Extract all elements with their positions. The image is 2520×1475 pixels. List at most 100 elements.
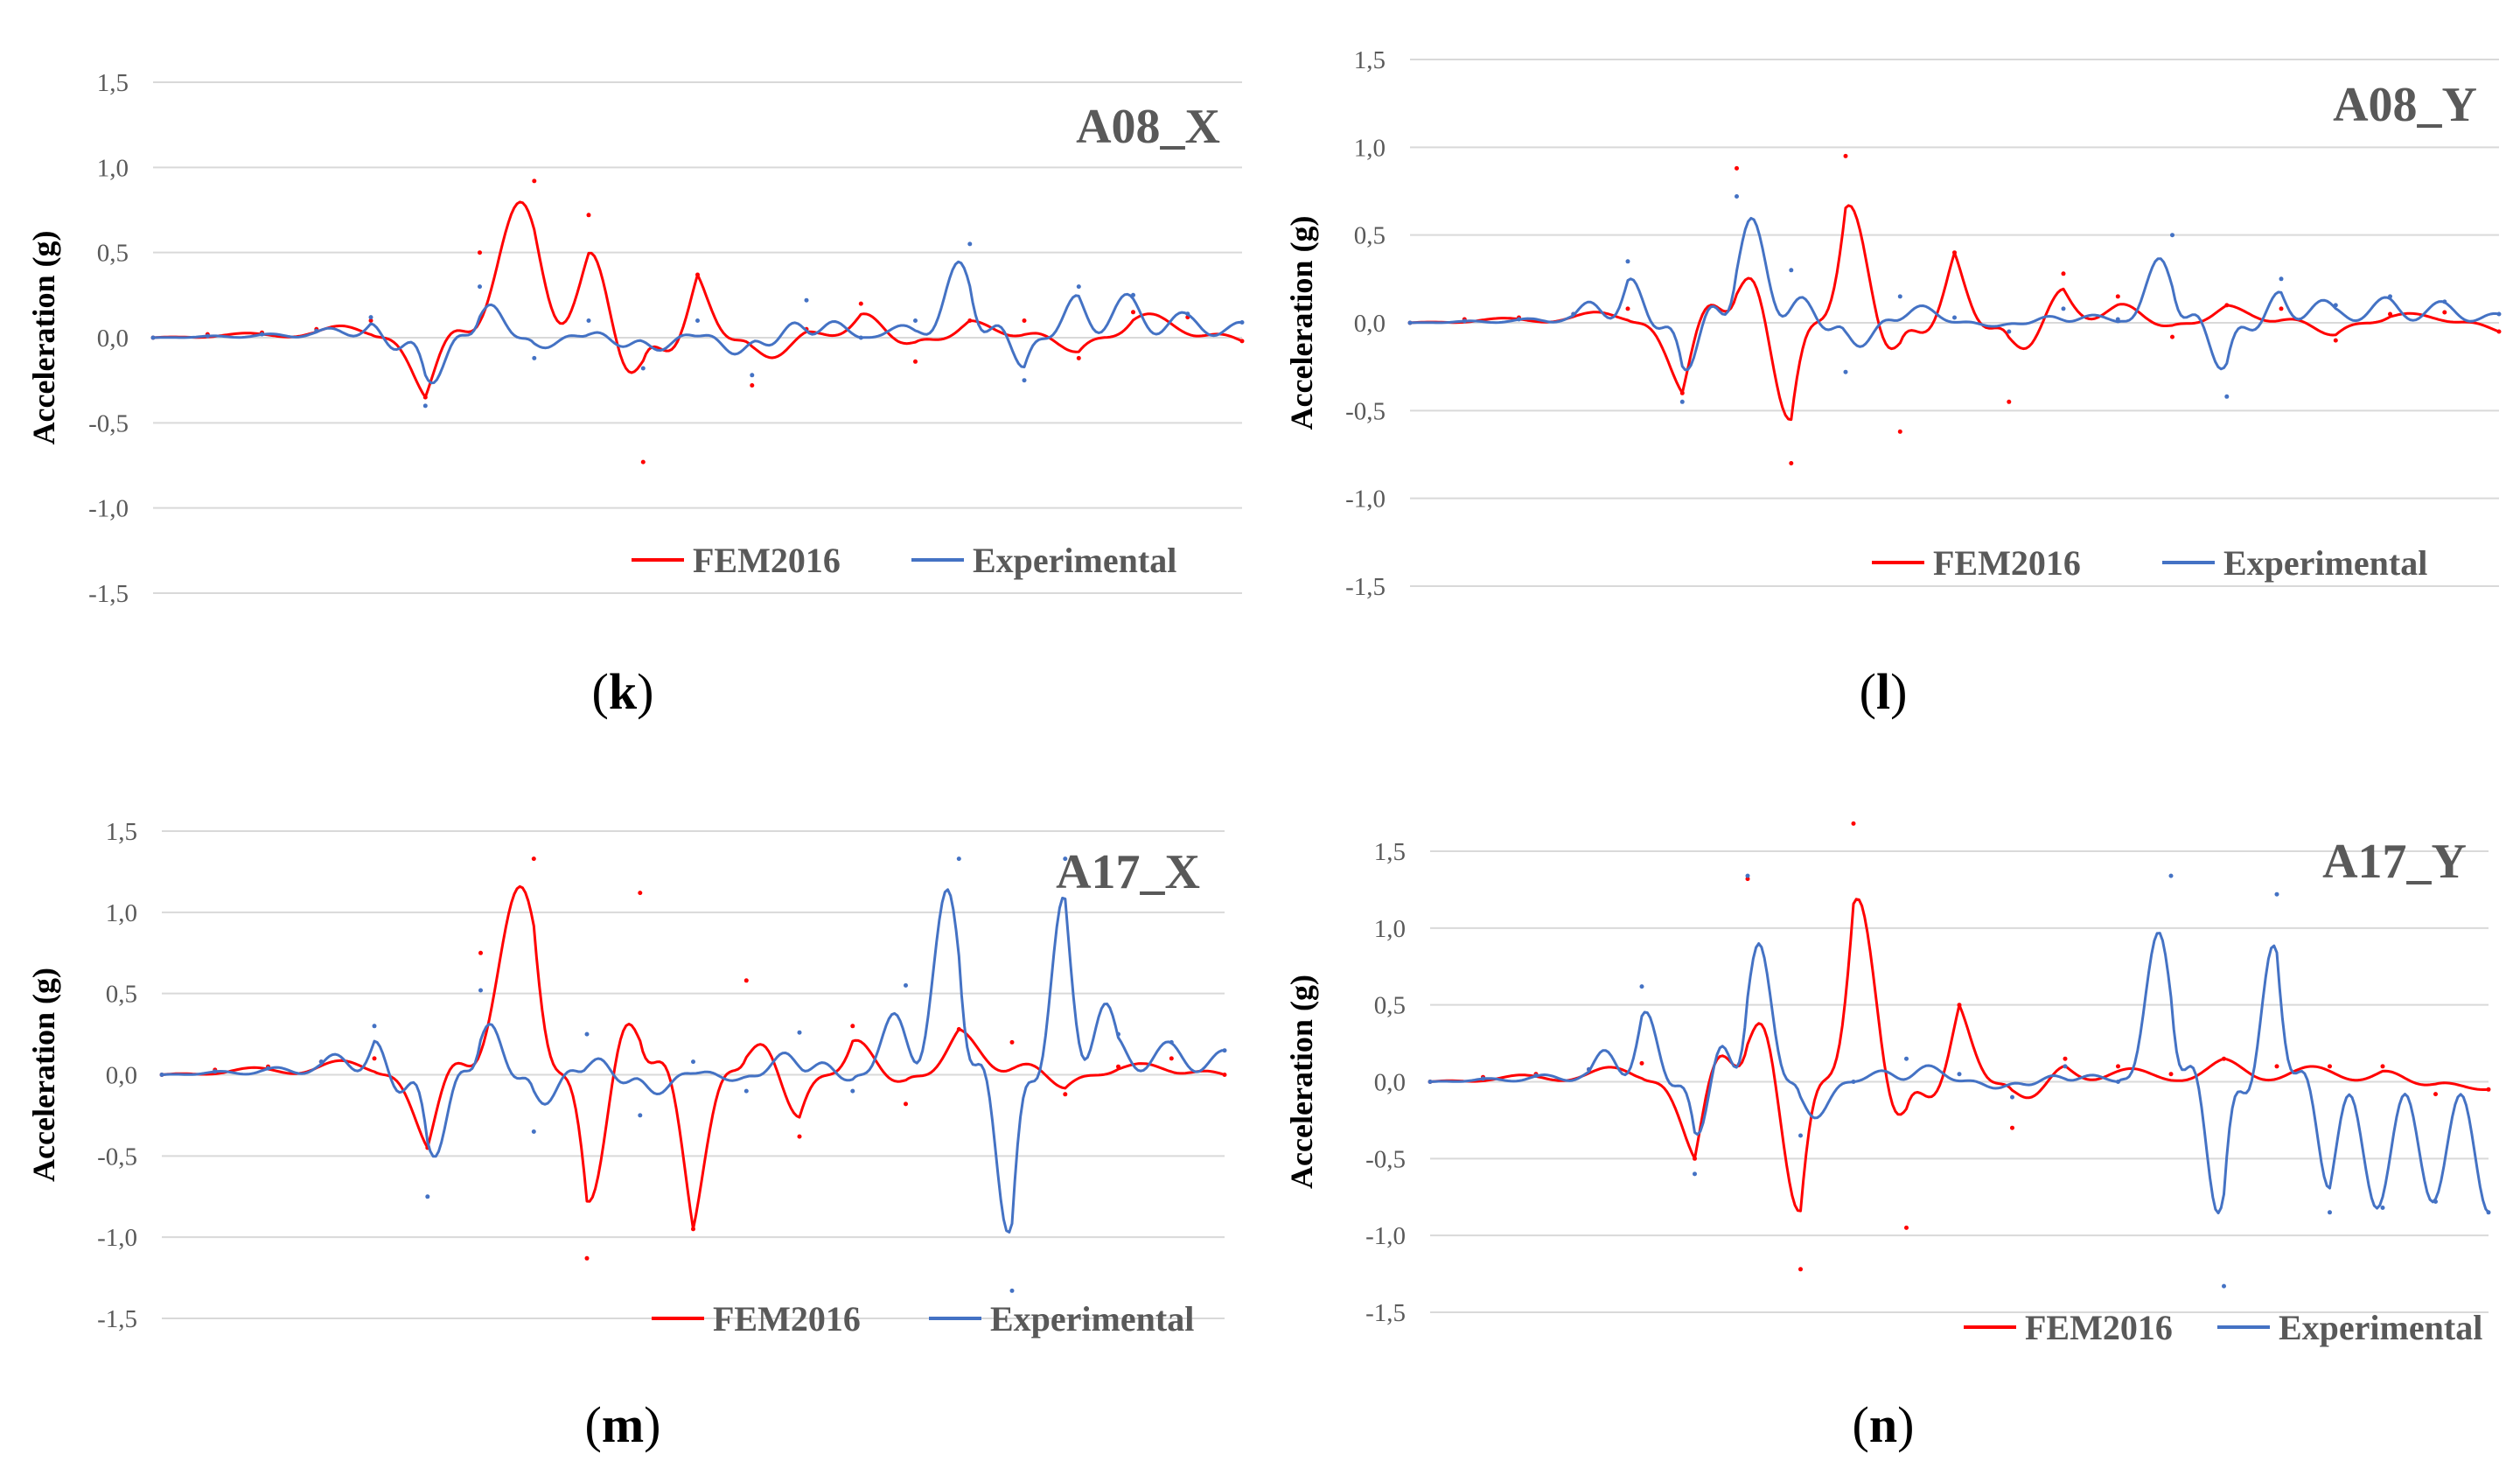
panel-label-close-paren: ) xyxy=(1890,663,1907,720)
data-point xyxy=(797,1030,802,1035)
data-point xyxy=(2224,394,2230,399)
data-point xyxy=(260,332,264,337)
data-point xyxy=(425,1194,430,1199)
chart-panel-n: 1,5 1,0 0,5 0,0 -0,5 -1,0 -1,5 Acceleration (g)… xyxy=(1284,821,2491,1453)
data-point xyxy=(2061,271,2066,276)
data-point xyxy=(1693,1156,1697,1161)
data-point xyxy=(640,459,646,465)
y-tick-label: -0,5 xyxy=(97,1143,137,1171)
data-point xyxy=(1481,1076,1485,1081)
data-point xyxy=(372,1056,377,1061)
y-tick-label: 1,5 xyxy=(1374,838,1406,866)
panel-title: A17_X xyxy=(1056,845,1200,899)
data-point xyxy=(695,318,700,323)
data-point xyxy=(1407,320,1413,325)
data-point xyxy=(2388,294,2392,299)
y-tick-label: 0,0 xyxy=(1354,310,1386,338)
data-point xyxy=(1116,1031,1120,1037)
panel-label-open-paren: ( xyxy=(585,1396,602,1453)
y-tick-label: -1,0 xyxy=(1365,1222,1406,1250)
y-tick-label: 0,5 xyxy=(97,240,129,268)
data-point xyxy=(2115,294,2120,299)
data-point xyxy=(2433,1199,2438,1204)
panel-label-close-paren: ) xyxy=(644,1396,660,1453)
data-point xyxy=(1679,399,1685,404)
data-point xyxy=(1239,339,1245,344)
data-point xyxy=(531,856,536,862)
data-point xyxy=(695,272,700,277)
y-axis-label: Acceleration (g) xyxy=(1284,216,1319,430)
y-tick-label: -1,5 xyxy=(88,580,129,608)
data-point xyxy=(2333,303,2338,308)
legend-label: Experimental xyxy=(2223,543,2427,583)
data-point xyxy=(850,1088,855,1094)
panel-label-letter: m xyxy=(602,1396,644,1453)
data-point xyxy=(1897,429,1902,434)
data-point xyxy=(2274,1064,2279,1069)
y-axis-label: Acceleration (g) xyxy=(1284,975,1319,1189)
data-point xyxy=(586,213,591,218)
data-point xyxy=(1063,856,1068,862)
data-point xyxy=(1735,165,1739,171)
panel-label-open-paren: ( xyxy=(1853,1396,1869,1453)
data-point xyxy=(638,891,643,896)
data-point xyxy=(1116,1064,1120,1069)
y-tick-label: 0,0 xyxy=(106,1062,137,1090)
data-point xyxy=(2328,1210,2332,1215)
data-point xyxy=(1428,1080,1433,1084)
data-point xyxy=(2380,1064,2385,1069)
data-point xyxy=(1679,390,1685,395)
data-point xyxy=(956,856,961,862)
data-point xyxy=(2328,1064,2332,1069)
data-point xyxy=(1957,1003,1962,1008)
data-point xyxy=(2388,311,2392,317)
data-point xyxy=(1131,310,1135,315)
data-point xyxy=(750,373,755,378)
data-point xyxy=(1185,311,1190,317)
data-point xyxy=(2333,338,2338,343)
legend-label: FEM2016 xyxy=(693,541,841,580)
data-point xyxy=(1587,1066,1591,1072)
data-point xyxy=(2222,1056,2226,1061)
data-point xyxy=(368,315,373,320)
data-point xyxy=(2224,303,2230,308)
data-point xyxy=(2170,233,2174,238)
data-point xyxy=(2274,891,2279,897)
data-point xyxy=(422,403,428,409)
y-axis-label: Acceleration (g) xyxy=(26,968,61,1182)
data-point xyxy=(1897,294,1902,299)
y-tick-label: 0,5 xyxy=(106,981,137,1009)
data-point xyxy=(1843,369,1848,374)
series-line-fem2016 xyxy=(161,884,1225,1231)
data-point xyxy=(904,982,908,988)
y-tick-label: 0,5 xyxy=(1374,992,1406,1020)
data-point xyxy=(2442,299,2447,304)
panel-label-letter: n xyxy=(1869,1396,1897,1453)
data-point xyxy=(2170,334,2174,339)
legend-label: Experimental xyxy=(973,541,1176,580)
panel-title: A08_X xyxy=(1076,100,1220,154)
data-point xyxy=(904,1101,908,1107)
chart-panel-k: 1,5 1,0 0,5 0,0 -0,5 -1,0 -1,5 Acceleration (g)… xyxy=(26,69,1245,720)
data-point xyxy=(2007,329,2012,334)
panel-label-open-paren: ( xyxy=(592,663,609,720)
data-point xyxy=(913,318,918,323)
data-point xyxy=(372,1024,377,1029)
data-point xyxy=(2279,306,2284,311)
series-line-experimental xyxy=(1429,932,2490,1215)
y-tick-label: -1,0 xyxy=(88,495,129,523)
data-point xyxy=(532,178,537,184)
data-point xyxy=(797,1134,802,1139)
panel-label-open-paren: ( xyxy=(1860,663,1876,720)
data-point xyxy=(2063,1064,2068,1069)
data-point xyxy=(2061,306,2066,311)
data-point xyxy=(2496,329,2502,334)
legend-label: Experimental xyxy=(990,1299,1194,1339)
data-point xyxy=(743,1088,749,1094)
y-tick-label: 0,5 xyxy=(1354,222,1386,250)
data-point xyxy=(422,395,428,400)
data-point xyxy=(1957,1072,1962,1077)
data-point xyxy=(2115,317,2120,322)
data-point xyxy=(1462,318,1467,324)
